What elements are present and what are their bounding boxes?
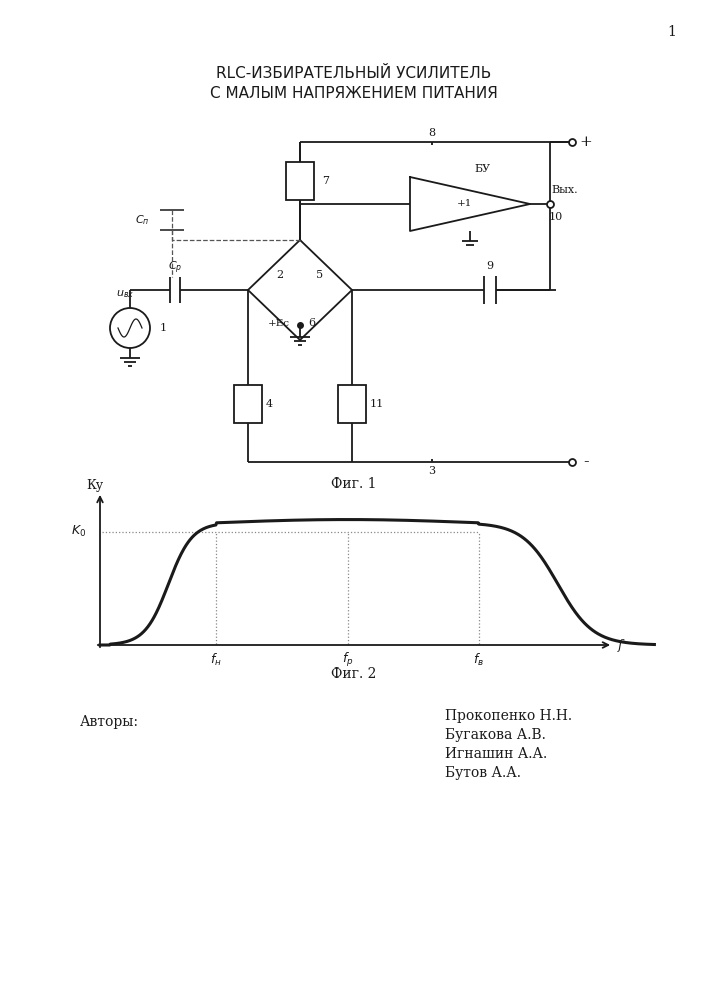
Text: $K_0$: $K_0$ [71,524,86,539]
Bar [286,162,314,200]
Text: 6: 6 [308,318,315,328]
Text: 9: 9 [486,261,493,271]
Text: $u_{вх}$: $u_{вх}$ [116,288,134,300]
Text: Фиг. 1: Фиг. 1 [332,477,377,491]
Text: Вых.: Вых. [551,185,578,195]
Text: RLC-ИЗБИРАТЕЛЬНЫЙ УСИЛИТЕЛЬ: RLC-ИЗБИРАТЕЛЬНЫЙ УСИЛИТЕЛЬ [216,66,491,82]
Text: f: f [618,640,622,652]
Circle shape [110,308,150,348]
Text: 11: 11 [370,399,384,409]
Text: БУ: БУ [474,164,490,174]
Text: Ку: Ку [86,479,103,491]
Text: $f_р$: $f_р$ [341,651,354,669]
Text: +1: +1 [457,200,473,209]
Text: Авторы:: Авторы: [80,715,139,729]
Text: 1: 1 [160,323,167,333]
Text: 2: 2 [276,270,284,280]
Text: $C_р$: $C_р$ [168,260,182,276]
Text: 1: 1 [667,25,677,39]
Text: +Ес: +Ес [268,318,290,328]
Text: 4: 4 [266,399,273,409]
Bar [234,385,262,423]
Text: С МАЛЫМ НАПРЯЖЕНИЕМ ПИТАНИЯ: С МАЛЫМ НАПРЯЖЕНИЕМ ПИТАНИЯ [210,87,498,102]
Text: Бугакова А.В.: Бугакова А.В. [445,728,546,742]
Text: +: + [580,135,592,149]
Text: Игнашин А.А.: Игнашин А.А. [445,747,547,761]
Text: Прокопенко Н.Н.: Прокопенко Н.Н. [445,709,572,723]
Text: 7: 7 [322,176,329,186]
Bar [338,385,366,423]
Text: Бутов А.А.: Бутов А.А. [445,766,521,780]
Text: $f_н$: $f_н$ [211,652,222,668]
Text: 3: 3 [428,466,436,476]
Text: Фиг. 2: Фиг. 2 [332,667,377,681]
Text: 8: 8 [428,128,436,138]
Text: $f_в$: $f_в$ [473,652,484,668]
Text: 10: 10 [549,212,563,222]
Text: -: - [583,454,589,471]
Text: 5: 5 [317,270,324,280]
Text: $C_п$: $C_п$ [136,213,150,227]
